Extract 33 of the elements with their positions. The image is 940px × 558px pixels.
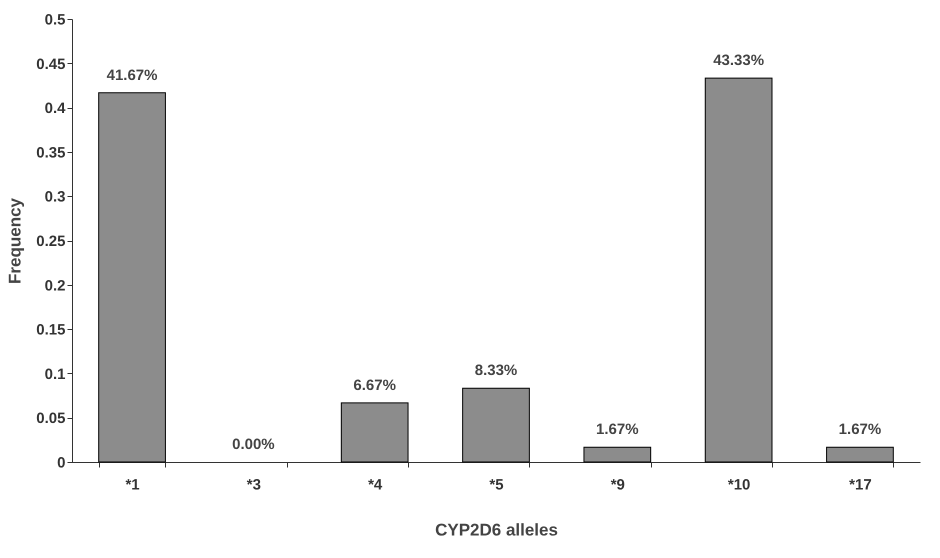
data-label: 6.67% xyxy=(353,376,396,394)
y-tick-label: 0.2 xyxy=(44,277,66,294)
y-tick-label: 0.4 xyxy=(44,100,66,118)
bar xyxy=(826,446,894,462)
y-tick-label: 0.35 xyxy=(36,144,66,162)
bar xyxy=(583,446,652,462)
x-tick-label: *3 xyxy=(246,476,261,494)
data-label: 8.33% xyxy=(474,362,518,380)
y-tick-label: 0.3 xyxy=(44,188,66,206)
y-tick-label: 0.25 xyxy=(36,233,66,250)
bar xyxy=(98,92,166,462)
bar xyxy=(462,388,530,462)
x-tick-label: *4 xyxy=(368,476,383,494)
x-tick-label: *1 xyxy=(125,476,140,494)
data-label: 1.67% xyxy=(596,421,639,438)
data-label: 41.67% xyxy=(106,66,158,84)
y-tick-label: 0.15 xyxy=(36,322,66,339)
x-tick-label: *17 xyxy=(849,476,872,494)
x-tick-label: *10 xyxy=(728,476,750,494)
y-axis-title: Frequency xyxy=(5,197,24,284)
y-tick-label: 0.5 xyxy=(44,12,66,28)
y-tick-label: 0.45 xyxy=(36,56,66,73)
data-label: 43.33% xyxy=(713,52,764,70)
data-label: 0.00% xyxy=(232,436,275,453)
x-tick-label: *5 xyxy=(489,476,504,494)
bar xyxy=(704,78,772,462)
y-tick-label: 0 xyxy=(57,454,66,472)
y-tick-label: 0.05 xyxy=(36,410,66,428)
y-tick-label: 0.1 xyxy=(44,366,66,383)
x-tick-label: *9 xyxy=(610,476,625,494)
data-label: 1.67% xyxy=(838,421,882,438)
bar xyxy=(340,402,409,462)
x-axis-title: CYP2D6 alleles xyxy=(435,520,558,540)
